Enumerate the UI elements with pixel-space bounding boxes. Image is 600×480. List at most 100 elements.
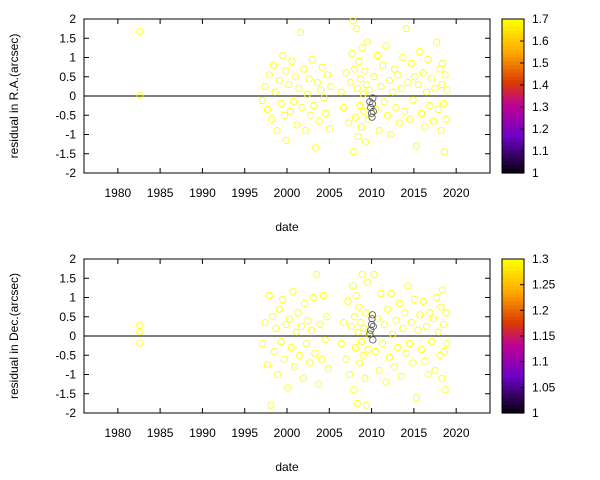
data-point (303, 90, 311, 98)
data-point (345, 119, 353, 127)
y-tick-label: 1 (69, 291, 76, 305)
data-point (299, 374, 307, 382)
data-point (292, 328, 300, 336)
x-tick-label: 2005 (316, 426, 343, 440)
data-point (389, 88, 397, 96)
data-point (307, 326, 316, 334)
data-point (362, 309, 370, 317)
data-point (291, 363, 299, 371)
data-point (436, 351, 444, 359)
data-point (348, 50, 356, 58)
data-point (337, 88, 345, 96)
y-tick-label: -1 (65, 128, 76, 142)
data-point (318, 355, 326, 363)
colorbar-band (502, 72, 524, 78)
y-tick-label: 0.5 (59, 70, 76, 84)
data-point (439, 100, 448, 108)
x-tick-label: 1985 (147, 186, 174, 200)
data-point (372, 347, 380, 355)
data-point (442, 115, 450, 123)
y-tick-label: -1.5 (55, 147, 76, 161)
data-point (426, 102, 434, 110)
data-point (414, 80, 422, 89)
data-point (285, 80, 293, 89)
colorbar-band (502, 293, 524, 299)
data-point (373, 51, 382, 60)
x-tick-label: 2015 (401, 426, 428, 440)
colorbar-band (502, 266, 524, 272)
colorbar-band (502, 49, 524, 55)
colorbar-band (502, 362, 524, 368)
data-point (290, 98, 298, 106)
data-point (402, 349, 410, 357)
colorbar-band (502, 405, 524, 410)
data-point (395, 299, 404, 307)
y-tick-label: -1.5 (55, 387, 76, 401)
colorbar-band (502, 351, 524, 356)
data-point (358, 270, 366, 278)
colorbar-band (502, 126, 524, 132)
data-point (368, 311, 377, 319)
data-point (429, 117, 437, 125)
data-point (404, 282, 412, 290)
data-point (312, 144, 320, 152)
x-tick-label: 2000 (274, 426, 301, 440)
data-point (315, 117, 323, 125)
data-point (320, 94, 328, 102)
y-tick-label: 2 (69, 12, 76, 26)
colorbar-band (502, 149, 524, 155)
data-point (390, 363, 399, 371)
data-point (407, 59, 415, 67)
colorbar-band (502, 88, 524, 93)
colorbar-band (502, 382, 524, 387)
data-point (318, 63, 327, 71)
data-point (360, 107, 368, 116)
data-point (368, 315, 376, 323)
colorbar-band (502, 393, 524, 399)
data-point (428, 75, 436, 83)
data-point (337, 340, 345, 348)
data-point (263, 361, 272, 369)
y-tick-label: 1.5 (59, 271, 76, 285)
data-point (380, 320, 388, 329)
data-point (355, 303, 363, 311)
colorbar-band (502, 26, 524, 32)
colorbar-band (502, 134, 524, 139)
colorbar-band (502, 278, 524, 283)
colorbar-band (502, 38, 524, 43)
data-point (349, 282, 357, 290)
data-point (406, 340, 414, 348)
data-point (375, 367, 383, 375)
data-point (433, 38, 441, 46)
data-point (426, 309, 434, 317)
data-point (429, 315, 437, 323)
y-tick-label: -1 (65, 368, 76, 382)
colorbar-band (502, 339, 524, 345)
data-point (296, 351, 304, 359)
colorbar-band (502, 22, 524, 28)
colorbar-band (502, 328, 524, 333)
data-point (356, 318, 365, 327)
colorbar-band (502, 355, 524, 360)
data-point (261, 318, 269, 327)
data-point (274, 370, 282, 379)
y-tick-label: 0 (69, 329, 76, 343)
colorbar-band (502, 157, 524, 163)
data-point (325, 125, 333, 133)
data-point (378, 340, 387, 348)
colorbar-band (502, 142, 524, 147)
data-point (397, 372, 405, 381)
data-point (285, 315, 294, 323)
data-point (428, 338, 436, 346)
data-point (359, 351, 367, 359)
x-tick-label: 1980 (104, 426, 131, 440)
data-point (136, 327, 144, 335)
data-point (404, 78, 412, 87)
data-point (340, 318, 348, 327)
colorbar-band (502, 34, 524, 39)
x-axis: 1980 1985 1990 1995 2000 2005 2010 2015 2020 (104, 259, 470, 440)
colorbar-band (502, 320, 524, 326)
data-point (263, 105, 272, 114)
data-point (355, 57, 363, 65)
data-point (414, 326, 422, 334)
